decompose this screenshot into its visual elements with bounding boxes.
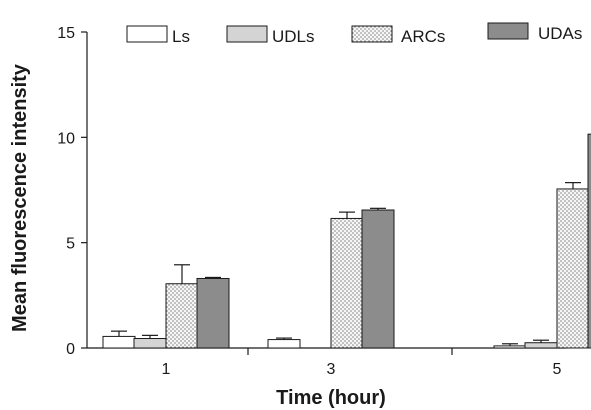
y-tick-label: 5 (66, 236, 75, 253)
bars-layer (102, 133, 591, 349)
bar (524, 342, 558, 349)
legend-label: UDAs (538, 24, 582, 43)
bar (330, 217, 364, 349)
bar (556, 188, 590, 349)
bar (196, 277, 230, 349)
legend-label: Ls (172, 27, 190, 46)
x-axis-title: Time (hour) (276, 387, 386, 409)
bar (493, 345, 527, 349)
y-tick-label: 0 (66, 341, 75, 358)
legend-label: UDLs (272, 27, 315, 46)
y-tick-label: 10 (57, 130, 75, 147)
x-tick-label: 1 (162, 361, 171, 378)
legend-swatch (487, 22, 529, 40)
legend-swatch (351, 25, 393, 43)
legend: Ls UDLs ARCs UDAs (126, 22, 582, 46)
bar (165, 283, 199, 349)
x-tick-label: 5 (553, 361, 562, 378)
axes: 0 5 10 15 1 3 5 (57, 25, 566, 378)
y-axis-title: Mean fluorescence intensity (9, 63, 31, 332)
bar (102, 335, 136, 349)
legend-swatch (126, 25, 168, 43)
y-tick-label: 15 (57, 25, 75, 42)
bar (587, 133, 591, 349)
bar (361, 209, 395, 349)
legend-swatch (226, 25, 268, 43)
bar (133, 338, 167, 349)
legend-label: ARCs (401, 27, 445, 46)
bar (267, 339, 301, 349)
x-tick-label: 3 (327, 361, 336, 378)
